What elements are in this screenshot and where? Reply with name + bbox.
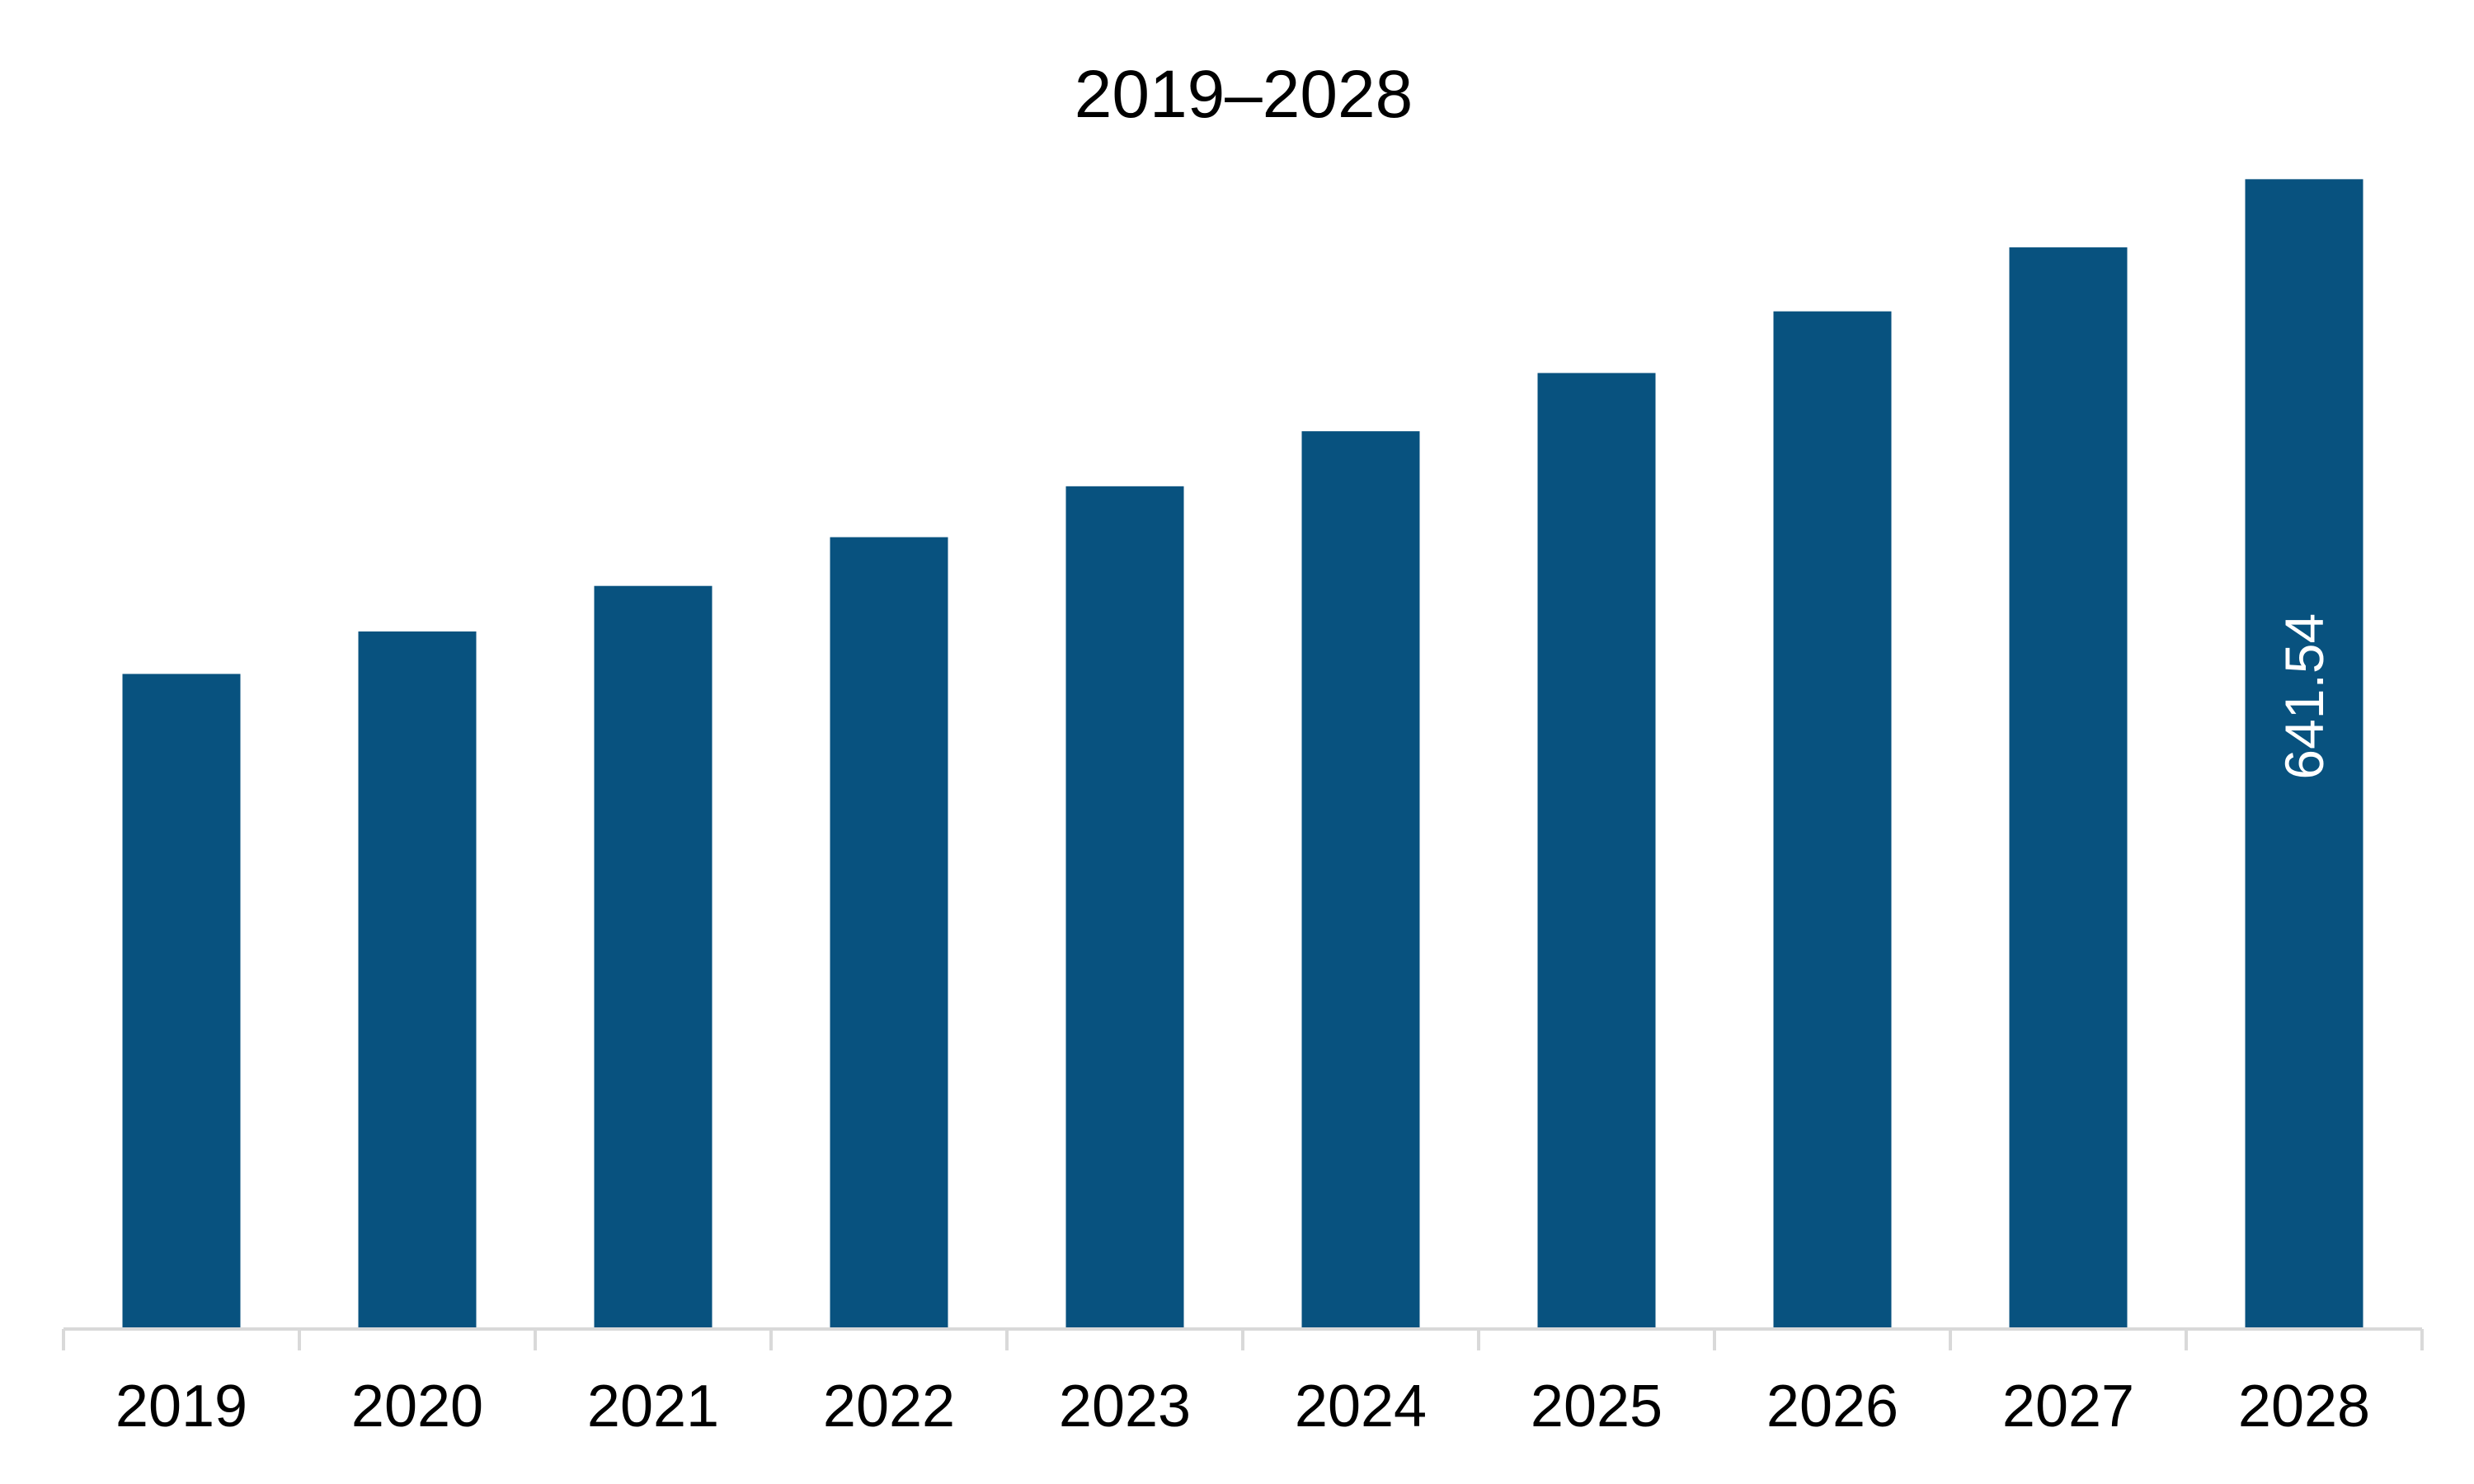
bar-2025 xyxy=(1537,373,1656,1329)
data-label-2028: 641.54 xyxy=(2274,613,2335,780)
x-tick-label-2022: 2022 xyxy=(823,1374,955,1439)
x-tick-label-2025: 2025 xyxy=(1531,1374,1663,1439)
bar-2019 xyxy=(122,674,241,1329)
x-axis xyxy=(62,1327,2424,1350)
bar-2028 xyxy=(2245,179,2363,1330)
x-tick-label-2020: 2020 xyxy=(351,1374,483,1439)
bar-2023 xyxy=(1065,486,1184,1329)
x-tick-label-2026: 2026 xyxy=(1766,1374,1898,1439)
bar-2022 xyxy=(830,537,948,1329)
x-tick-label-2027: 2027 xyxy=(2002,1374,2134,1439)
x-tick-label-2028: 2028 xyxy=(2238,1374,2370,1439)
x-tick-labels: 2019 2020 2021 2022 2023 2024 2025 2026 2027 2028 xyxy=(115,1374,2370,1439)
bar-2020 xyxy=(358,631,477,1329)
bars-group xyxy=(122,179,2363,1330)
bar-2024 xyxy=(1301,431,1420,1330)
bar-2021 xyxy=(594,585,713,1329)
x-tick-label-2023: 2023 xyxy=(1059,1374,1191,1439)
chart-title: 2019–2028 xyxy=(1075,57,1413,132)
bar-2026 xyxy=(1773,311,1892,1330)
data-labels: 641.54 xyxy=(2274,613,2335,780)
x-tick-label-2021: 2021 xyxy=(587,1374,719,1439)
bar-2027 xyxy=(2009,247,2128,1330)
x-tick-label-2024: 2024 xyxy=(1295,1374,1427,1439)
x-tick-label-2019: 2019 xyxy=(115,1374,247,1439)
